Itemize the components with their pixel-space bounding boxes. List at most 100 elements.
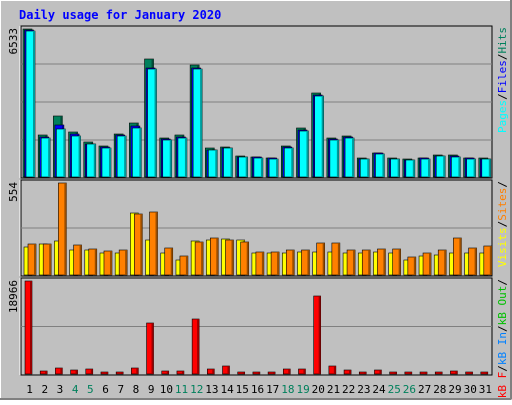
top-pages-bar-shade <box>260 158 263 177</box>
middle-sites-bar-shade <box>429 253 432 275</box>
bottom-kbytes-bar-shade <box>333 366 336 374</box>
top-pages-bar-shade <box>215 150 218 177</box>
middle-sites-bar-shade <box>489 246 492 275</box>
top-pages-bar-shade <box>276 159 279 177</box>
day-tick-6: 6 <box>102 383 109 396</box>
top-pages-bar-shade <box>473 159 476 177</box>
middle-sites-bar-shade <box>383 249 386 275</box>
legend-separator: / <box>496 54 509 61</box>
day-tick-4: 4 <box>72 383 79 396</box>
middle-sites-bar-shade <box>322 243 325 275</box>
day-tick-16: 16 <box>251 383 264 396</box>
bottom-kbytes-bar-shade <box>45 371 48 374</box>
bottom-kbytes-bar-shade <box>212 369 215 374</box>
top-pages-bar-shade <box>33 31 35 177</box>
bottom-kbytes-bar-shade <box>394 372 397 374</box>
middle-sites-bar-shade <box>474 248 477 275</box>
top-pages-bar-shade <box>63 129 66 177</box>
day-tick-11: 11 <box>175 383 188 396</box>
bottom-kbytes-bar-shade <box>273 372 276 374</box>
day-tick-26: 26 <box>403 383 416 396</box>
top-pages-bar-shade <box>245 157 248 177</box>
day-tick-13: 13 <box>205 383 218 396</box>
middle-sites-bar-shade <box>353 250 356 275</box>
legend-separator: / <box>496 93 509 100</box>
day-tick-10: 10 <box>160 383 173 396</box>
bottom-kbytes-bar-shade <box>30 281 32 374</box>
day-tick-21: 21 <box>327 383 340 396</box>
middle-sites-bar-shade <box>155 212 158 275</box>
day-tick-15: 15 <box>236 383 249 396</box>
day-tick-23: 23 <box>357 383 370 396</box>
day-tick-5: 5 <box>87 383 94 396</box>
bottom-kbytes-bar-shade <box>470 372 473 374</box>
middle-sites-bar-shade <box>292 250 295 275</box>
middle-sites-bar-shade <box>49 244 52 275</box>
top-pages-bar-shade <box>48 138 51 177</box>
legend-separator: / <box>496 221 509 228</box>
bottom-kbytes-bar-shade <box>121 372 124 374</box>
top-pages-bar-shade <box>200 69 203 177</box>
bottom-kbytes-bar-shade <box>409 372 412 374</box>
bottom-kbytes-bar-shade <box>318 296 321 374</box>
chart-panels: 6533Pages/Files/Hits554Visits/Sites/1896… <box>7 25 509 398</box>
middle-sites-bar-shade <box>125 250 128 275</box>
y-max-label-top: 6533 <box>7 28 20 55</box>
top-pages-bar-shade <box>108 148 111 177</box>
middle-sites-bar-shade <box>34 244 36 275</box>
bottom-kbytes-bar-shade <box>60 368 63 374</box>
top-pages-bar-shade <box>291 148 294 177</box>
day-tick-3: 3 <box>57 383 64 396</box>
bottom-kbytes-bar-shade <box>288 369 291 374</box>
day-tick-labels: 1 2 3 4 5 6 7 8 9 10 11 12 13 14 15 16 17 18 19 20 21 22 23 24 2… <box>26 383 492 396</box>
middle-sites-bar-shade <box>109 251 112 275</box>
day-tick-1: 1 <box>26 383 33 396</box>
middle-sites-bar-shade <box>337 243 340 275</box>
bottom-kbytes-bar-shade <box>455 371 458 374</box>
legend-bottom: kB F/kB In/kB Out/ <box>496 279 509 398</box>
day-tick-14: 14 <box>220 383 234 396</box>
day-tick-29: 29 <box>448 383 461 396</box>
middle-sites-bar-shade <box>170 248 173 275</box>
middle-sites-bar-shade <box>413 257 416 275</box>
bottom-kbytes-bar-shade <box>364 372 367 374</box>
top-pages-bar-shade <box>321 96 324 177</box>
legend-item-hits: Hits <box>496 27 509 54</box>
top-pages-bar-shade <box>336 140 339 177</box>
top-pages-bar-shade <box>139 128 142 177</box>
day-tick-22: 22 <box>342 383 355 396</box>
bottom-kbytes-bar-shade <box>197 319 200 374</box>
bottom-kbytes-bar-shade <box>349 370 352 374</box>
middle-sites-bar-shade <box>201 242 204 275</box>
middle-sites-bar-shade <box>398 249 401 275</box>
day-tick-19: 19 <box>296 383 309 396</box>
top-pages-bar-shade <box>230 148 233 177</box>
top-pages-bar-shade <box>169 140 172 177</box>
middle-sites-bar-shade <box>140 214 143 275</box>
legend-item-pages: Pages <box>496 100 509 133</box>
top-pages-bar-shade <box>458 157 461 177</box>
day-tick-24: 24 <box>372 383 386 396</box>
middle-sites-bar-shade <box>277 252 280 275</box>
middle-sites-bar-shade <box>261 252 264 275</box>
day-tick-8: 8 <box>133 383 140 396</box>
bottom-kbytes-bar-shade <box>151 323 154 374</box>
day-tick-18: 18 <box>281 383 294 396</box>
bottom-kbytes-bar-shade <box>257 372 260 374</box>
day-tick-7: 7 <box>117 383 124 396</box>
top-pages-bar-shade <box>93 144 96 177</box>
bottom-kbytes-bar-shade <box>166 371 169 374</box>
top-pages-bar-shade <box>184 138 187 177</box>
bottom-kbytes-bar-shade <box>303 369 306 374</box>
middle-sites-bar-shade <box>246 242 249 275</box>
middle-sites-bar-shade <box>79 245 82 275</box>
top-pages-bar-shade <box>352 138 355 177</box>
bottom-kbytes-bar-shade <box>136 368 139 374</box>
bottom-kbytes-bar-shade <box>90 369 93 374</box>
day-tick-9: 9 <box>148 383 155 396</box>
